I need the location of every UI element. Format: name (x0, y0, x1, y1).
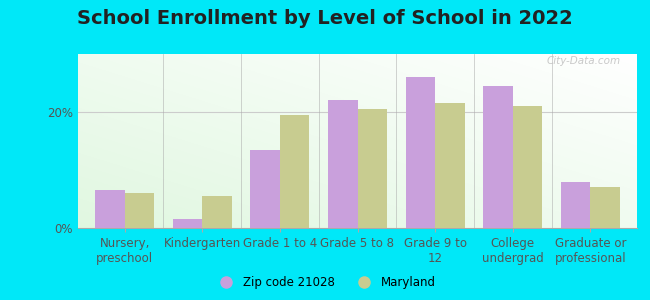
Bar (513, 106, 542, 228)
Bar (406, 77, 435, 228)
Legend: Zip code 21028, Maryland: Zip code 21028, Maryland (210, 272, 440, 294)
Bar (590, 188, 620, 228)
Bar (125, 193, 154, 228)
Bar (202, 196, 231, 228)
Text: City-Data.com: City-Data.com (546, 56, 620, 66)
Bar (561, 182, 590, 228)
Bar (483, 86, 513, 228)
Text: School Enrollment by Level of School in 2022: School Enrollment by Level of School in … (77, 9, 573, 28)
Bar (173, 219, 202, 228)
Bar (95, 190, 125, 228)
Bar (435, 103, 465, 228)
Bar (280, 115, 309, 228)
Bar (328, 100, 358, 228)
Bar (250, 150, 280, 228)
Bar (358, 109, 387, 228)
